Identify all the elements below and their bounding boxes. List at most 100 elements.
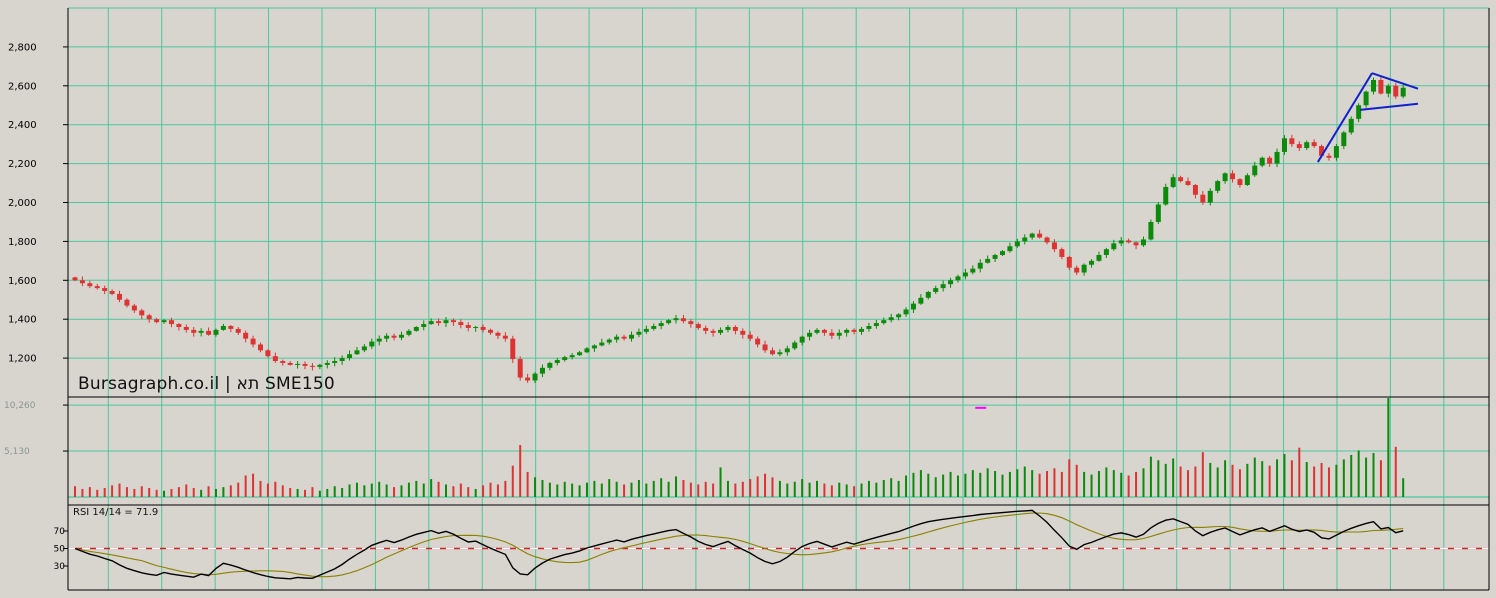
volume-bar — [118, 483, 121, 497]
candle-body — [1304, 142, 1310, 149]
volume-bar — [1231, 464, 1234, 497]
y-axis-labels: 2,800 2,600 2,400 2,200 2,000 1,800 1,600 1,400… — [4, 42, 68, 572]
candle-body — [525, 377, 531, 381]
candle-body — [1371, 79, 1376, 92]
volume-bar — [1075, 464, 1078, 497]
volume-bar — [170, 488, 173, 497]
volume-bar — [1387, 398, 1390, 497]
candle-body — [1215, 181, 1221, 191]
candle-body — [1400, 87, 1406, 97]
volume-bar — [979, 472, 982, 497]
rsi-signal-line — [74, 512, 1404, 578]
candle-body — [1363, 91, 1369, 106]
candle-body — [836, 332, 842, 336]
candle-body — [896, 314, 902, 318]
candle-body — [1348, 118, 1354, 133]
volume-bar — [489, 482, 492, 497]
trendline[interactable] — [1371, 72, 1419, 90]
candle-body — [510, 338, 516, 360]
candle-body — [1118, 240, 1124, 244]
volume-bar — [1261, 461, 1264, 497]
volume-bar — [1127, 475, 1130, 497]
volume-bar — [504, 480, 507, 497]
volume-bar — [266, 483, 269, 497]
candle-body — [117, 293, 123, 300]
volume-bar — [645, 483, 648, 497]
candle-body — [369, 341, 375, 347]
candle-body — [1126, 240, 1132, 243]
volume-bar — [1209, 462, 1212, 497]
volume-bar — [971, 470, 974, 497]
volume-bar — [355, 482, 358, 497]
volume-bar — [756, 476, 759, 497]
candle-body — [361, 346, 367, 351]
candle-body — [243, 332, 249, 339]
rsi-tick-label: 50 — [54, 545, 66, 555]
candle-body — [1014, 241, 1020, 247]
trendline[interactable] — [1316, 72, 1373, 163]
volume-bar — [445, 484, 447, 497]
volume-bar — [519, 445, 522, 497]
volume-bar — [1320, 462, 1323, 497]
volume-bar — [296, 488, 299, 497]
candle-body — [614, 336, 620, 340]
candle-body — [1111, 243, 1117, 250]
volume-bar — [1194, 466, 1197, 497]
candle-body — [1274, 151, 1280, 164]
candle-body — [940, 284, 946, 289]
candle-body — [532, 373, 538, 381]
candle-body — [1022, 237, 1028, 242]
candle-body — [1089, 260, 1095, 265]
volume-bar — [452, 486, 455, 497]
volume-bar — [927, 473, 930, 497]
volume-bar — [281, 485, 284, 497]
volume-bar — [986, 468, 989, 497]
candle-body — [1170, 177, 1176, 187]
candle-body — [591, 345, 597, 349]
volume-bar — [437, 481, 440, 497]
candle-body — [829, 332, 835, 336]
volume-bar — [593, 480, 596, 497]
volume-bar — [111, 485, 114, 497]
candle-body — [228, 326, 234, 329]
candle-body — [873, 323, 879, 327]
volume-bar — [934, 477, 937, 497]
candle-body — [384, 335, 390, 339]
candle-body — [1319, 146, 1325, 156]
volume-bar — [882, 479, 885, 497]
candle-body — [547, 362, 553, 368]
candle-body — [1163, 186, 1169, 205]
candle-body — [910, 303, 916, 310]
trendline[interactable] — [1360, 102, 1419, 111]
volume-bar — [1135, 471, 1138, 497]
candle-body — [287, 362, 293, 365]
volume-bar — [867, 480, 870, 497]
candle-body — [250, 338, 256, 345]
candle-body — [1037, 233, 1043, 238]
volume-bar — [734, 483, 737, 497]
candle-body — [792, 342, 798, 349]
candle-body — [1333, 146, 1339, 158]
candle-body — [1356, 105, 1362, 119]
candle-body — [1059, 249, 1065, 257]
volume-bar — [808, 482, 811, 497]
candle-body — [777, 352, 783, 355]
candle-body — [1341, 132, 1347, 147]
candle-body — [962, 272, 968, 277]
candle-body — [569, 355, 575, 358]
volume-bar — [1090, 474, 1093, 497]
price-tick-label: 2,000 — [8, 198, 37, 209]
candle-body — [72, 277, 78, 281]
candle-body — [79, 280, 85, 284]
price-tick-label: 1,400 — [8, 315, 37, 326]
candle-body — [725, 326, 731, 330]
candle-body — [473, 326, 479, 328]
volume-bar — [422, 483, 425, 497]
candle-body — [1259, 157, 1265, 166]
volume-bar — [1313, 466, 1316, 497]
candle-body — [1296, 144, 1302, 149]
volume-bar — [1120, 472, 1123, 497]
